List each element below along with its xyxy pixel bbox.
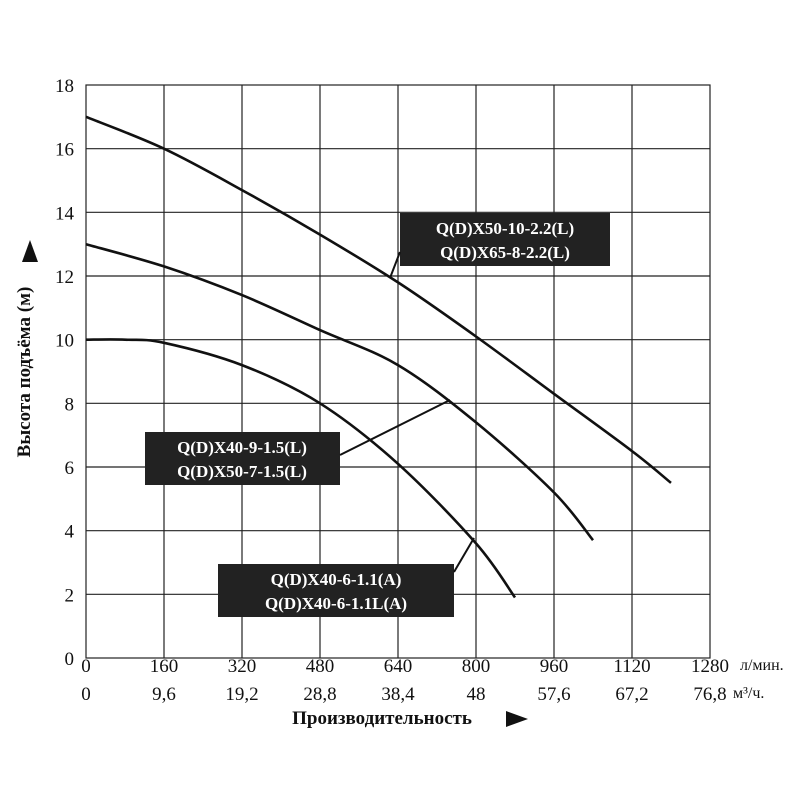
series-line-3: [85, 338, 517, 599]
series-label-1-leader: [389, 251, 401, 279]
curves: [85, 115, 672, 599]
x-tick-label-m3h: 67,2: [615, 684, 648, 705]
series-label-1-line-2: Q(D)X65-8-2.2(L): [440, 243, 570, 262]
x-tick-label-m3h: 48: [467, 684, 486, 705]
y-tick-label: 10: [55, 331, 74, 352]
series-label-2: Q(D)X40-9-1.5(L) Q(D)X50-7-1.5(L): [145, 399, 451, 485]
series-label-1: Q(D)X50-10-2.2(L) Q(D)X65-8-2.2(L): [389, 213, 610, 279]
series-label-3-line-1: Q(D)X40-6-1.1(A): [271, 570, 402, 589]
series-label-3-line-2: Q(D)X40-6-1.1L(A): [265, 594, 407, 613]
y-tick-label: 18: [55, 76, 74, 97]
y-tick-label: 4: [65, 522, 75, 543]
x-tick-label-m3h: 9,6: [152, 684, 176, 705]
x-tick-label-lpm: 480: [306, 656, 335, 677]
series-label-3: Q(D)X40-6-1.1(A) Q(D)X40-6-1.1L(A): [218, 537, 475, 617]
x-tick-label-m3h: 0: [81, 684, 91, 705]
y-axis-title: Высота подъёма (м): [14, 287, 35, 458]
x-tick-label-m3h: 19,2: [225, 684, 258, 705]
y-tick-label: 14: [55, 203, 75, 224]
x-tick-label-lpm: 1280: [691, 656, 729, 677]
series-line-1: [85, 115, 672, 484]
series-line-2: [85, 242, 595, 542]
x-unit-lpm: л/мин.: [740, 657, 784, 674]
series-label-3-box: [218, 564, 454, 617]
series-label-2-line-1: Q(D)X40-9-1.5(L): [177, 438, 307, 457]
series-label-3-leader: [453, 537, 475, 573]
series-label-2-leader: [339, 399, 451, 456]
y-tick-label: 12: [55, 267, 74, 288]
x-tick-label-m3h: 76,8: [693, 684, 726, 705]
x-tick-label-lpm: 640: [384, 656, 413, 677]
y-axis-arrow-icon: [22, 240, 38, 262]
x-tick-label-m3h: 57,6: [537, 684, 570, 705]
x-tick-label-m3h: 38,4: [381, 684, 415, 705]
x-axis-arrow-icon: [506, 711, 528, 727]
series-label-2-box: [145, 432, 340, 485]
y-tick-label: 2: [65, 585, 75, 606]
series-label-2-line-2: Q(D)X50-7-1.5(L): [177, 462, 307, 481]
x-axis-title: Производительность: [292, 708, 472, 729]
series-label-1-box: [400, 213, 610, 266]
x-tick-label-lpm: 960: [540, 656, 569, 677]
x-tick-label-lpm: 0: [81, 656, 91, 677]
x-tick-label-lpm: 320: [228, 656, 257, 677]
x-tick-label-lpm: 1120: [613, 656, 650, 677]
x-tick-label-m3h: 28,8: [303, 684, 336, 705]
y-tick-label: 6: [65, 458, 75, 479]
y-tick-label: 16: [55, 140, 74, 161]
y-tick-label: 8: [65, 394, 75, 415]
tick-labels: 001609,632019,248028,864038,48004896057,…: [55, 76, 729, 705]
x-unit-m3h: м³/ч.: [733, 685, 764, 702]
x-tick-label-lpm: 160: [150, 656, 179, 677]
y-tick-label: 0: [65, 649, 75, 670]
series-label-1-line-1: Q(D)X50-10-2.2(L): [436, 219, 574, 238]
x-tick-label-lpm: 800: [462, 656, 491, 677]
